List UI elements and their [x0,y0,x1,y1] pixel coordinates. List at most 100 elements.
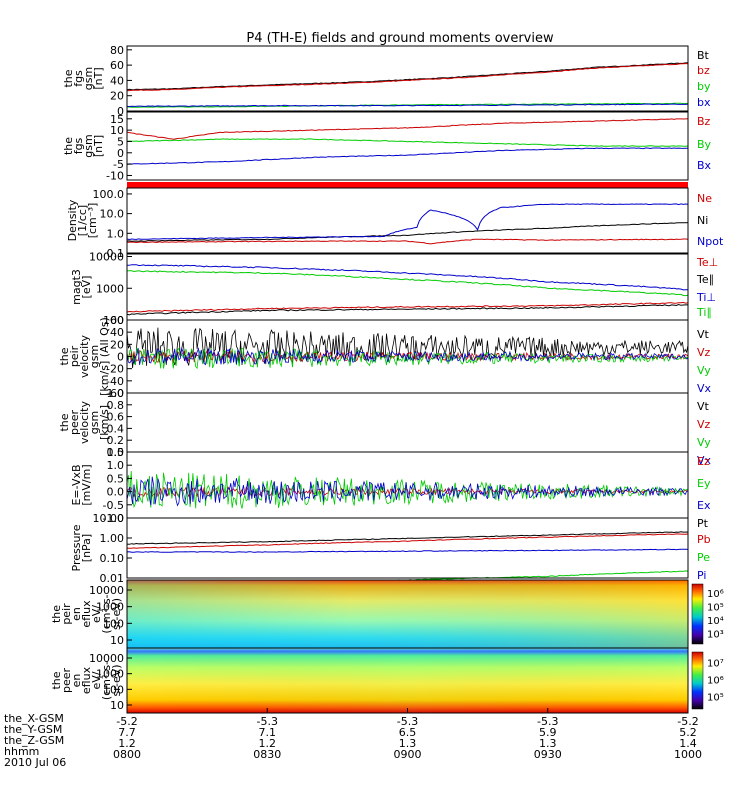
legend-bz: bz [697,64,710,77]
y-tick-label: 15 [110,113,124,126]
series-Bz-line [126,118,689,140]
series-Pt-line [126,531,689,545]
y-axis-label: gsm [82,67,95,90]
y-tick-label: 0 [117,147,124,160]
y-tick-label: 1000 [96,668,124,681]
legend-Pt: Pt [697,517,709,530]
ephem-value: 0830 [253,748,281,761]
ephem-value: -5.3 [537,715,558,728]
y-axis-label: en [70,607,83,621]
ephem-value: -5.3 [397,715,418,728]
colorbar-tick-label: 10⁵ [707,693,724,704]
ephem-label-y: the_Y-GSM [4,723,63,736]
legend-Bz: Bz [697,115,711,128]
colorbar-tick-label: 10⁶ [707,676,724,687]
ephem-value: 1.2 [259,737,277,750]
legend-Vt: Vt [697,328,710,341]
y-axis-label: peer [60,668,73,694]
panel-1 [126,45,689,112]
legend-Ne: Ne [697,192,712,205]
legend-Vy: Vy [697,364,711,377]
colorbar [691,583,704,645]
y-tick-label: 10 [110,699,124,712]
series-Vx-line [126,346,689,366]
series-Bx-line [126,147,689,165]
y-axis-label: gsm [82,134,95,157]
y-axis-label: [cm⁻³] [86,203,99,239]
y-tick-label: 0 [117,351,124,364]
y-tick-label: 1.5 [107,446,125,459]
series-Ti∥-line [126,270,689,297]
ephem-value: 5.9 [539,726,557,739]
legend-by: by [697,80,711,93]
colorbar [691,651,704,710]
ephem-value: -5.2 [677,715,698,728]
ephem-value: 1.4 [679,737,697,750]
spectrogram-overlay [127,648,688,713]
legend-Vy: Vy [697,436,711,449]
y-axis-label: eV/ [90,605,103,623]
ephem-value: 0800 [113,748,141,761]
y-axis-label: E=-VxB [70,464,83,505]
ephem-label-hhmm: hhmm [4,745,40,758]
legend-Pb: Pb [697,533,711,546]
y-tick-label: 0 [117,105,124,118]
y-tick-label: 0.0 [107,486,125,499]
y-tick-label: -0.5 [103,499,124,512]
y-tick-label: 1000 [96,601,124,614]
series-Ex-line [126,476,689,507]
ephem-value: 0900 [394,748,422,761]
series-Ne-line [126,238,689,245]
y-tick-label: 80 [110,44,124,57]
y-tick-label: 10 [110,124,124,137]
y-axis-label: [km/s] [98,405,111,440]
series-Npot-line [126,203,689,241]
ephem-value: 1.3 [399,737,417,750]
y-axis-label: eflux [80,600,93,628]
panel-frame [126,187,689,254]
legend-Ni: Ni [697,214,708,227]
date-label: 2010 Jul 06 [4,756,67,769]
y-tick-label: 1000 [96,282,124,295]
ephem-value: 1.2 [118,737,136,750]
y-axis-label: peer [68,410,81,436]
y-axis-label: [nPa] [80,534,93,562]
y-tick-label: 1.0 [107,459,125,472]
legend-Vz: Vz [697,418,711,431]
y-tick-label: 0.2 [107,434,125,447]
legend-Pe: Pe [697,551,710,564]
y-axis-label: peir [60,603,73,625]
y-tick-label: 40 [110,74,124,87]
ephem-value: 5.2 [679,726,697,739]
y-tick-label: 20 [110,90,124,103]
y-axis-label: eV/ [90,671,103,689]
ephem-value: 1000 [674,748,702,761]
panel-3 [126,187,689,254]
colorbar-tick-label: 10⁴ [707,616,724,627]
legend-bx: bx [697,96,711,109]
y-axis-label: [1/cc] [76,205,89,236]
plot-title: P4 (TH-E) fields and ground moments over… [246,31,554,46]
y-axis-label: velocity [78,335,91,378]
series-bz-line [127,62,689,92]
y-tick-label: 0.1 [107,247,125,260]
panel-frame [126,111,689,181]
y-axis-label: sr-eV) [110,664,123,696]
y-axis-label: (cm²-s- [100,594,113,633]
y-tick-label: 0.8 [107,399,125,412]
y-axis-label: [eV] [80,276,93,299]
ephem-value: 1.3 [539,737,557,750]
series-Pb-line [127,533,689,549]
colorbar-tick-label: 10³ [707,629,724,640]
ephem-value: -5.3 [257,715,278,728]
y-tick-label: 0.5 [107,472,125,485]
y-axis-label: [km/s] (All Qs) [98,317,111,396]
panel-10 [126,647,704,714]
y-tick-label: 10 [110,634,124,647]
y-tick-label: 5 [117,135,124,148]
legend-Te⊥: Te⊥ [696,256,718,269]
y-tick-label: 0.0 [107,446,125,459]
y-tick-label: 0.4 [107,422,125,435]
panel-frame [126,392,689,453]
